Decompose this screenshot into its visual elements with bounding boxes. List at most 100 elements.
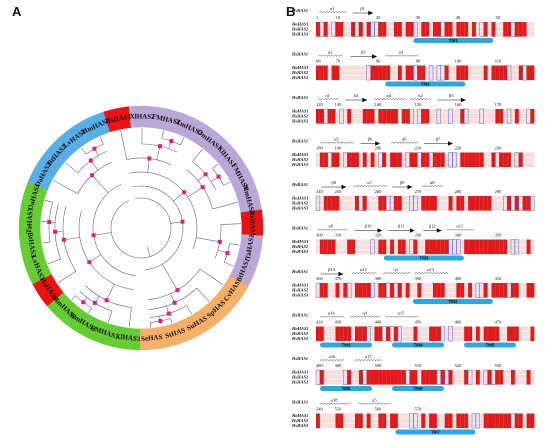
tm-label: TM4 xyxy=(414,343,423,348)
conserved-column xyxy=(507,413,511,429)
tree-branch xyxy=(44,199,53,203)
ss-label: α15 xyxy=(398,311,406,316)
tree-branch xyxy=(132,185,184,271)
conserved-column xyxy=(456,65,461,81)
conserved-column xyxy=(319,370,324,385)
tree-branch xyxy=(63,237,80,241)
conserved-column xyxy=(483,413,488,429)
conserved-column xyxy=(503,152,508,168)
tree-branch xyxy=(223,181,230,186)
ss-label: α12 xyxy=(360,267,367,272)
conserved-column xyxy=(366,283,371,298)
sequence-row xyxy=(316,331,535,337)
conserved-column xyxy=(421,413,426,429)
conserved-column xyxy=(343,326,348,342)
sequence-label: HsHAS2 xyxy=(291,201,309,206)
conserved-column xyxy=(401,239,406,255)
position-number: 60 xyxy=(316,59,321,64)
reference-label: HsHAS1 xyxy=(291,356,308,361)
tm-bar xyxy=(392,342,444,348)
position-number: 270 xyxy=(415,189,423,194)
sequence-row xyxy=(316,283,535,288)
ss-label: α8 xyxy=(430,180,435,185)
sequence-row xyxy=(316,65,535,71)
sequence-label: HaHAS1 xyxy=(291,65,309,70)
bootstrap-node xyxy=(158,318,163,323)
conserved-column xyxy=(335,413,340,429)
tm-bar xyxy=(395,429,476,435)
tree-branch xyxy=(186,305,192,315)
similar-column xyxy=(397,326,403,342)
bootstrap-node xyxy=(217,239,222,244)
position-number: 550 xyxy=(335,407,343,412)
leaf-label: HsHAS1 xyxy=(248,210,257,237)
position-number: 190 xyxy=(335,146,343,151)
conserved-column xyxy=(425,109,430,124)
similar-column xyxy=(315,195,321,211)
reference-label: HsHAS1 xyxy=(291,95,308,100)
conserved-column xyxy=(394,413,398,429)
conserved-column xyxy=(378,370,383,385)
conserved-column xyxy=(433,413,437,429)
conserved-column xyxy=(358,22,363,37)
conserved-column xyxy=(475,152,480,168)
beta-strand xyxy=(321,184,347,190)
conserved-column xyxy=(327,239,332,255)
bootstrap-node xyxy=(182,190,187,195)
ss-label: α18 xyxy=(331,398,339,403)
conserved-column xyxy=(460,22,465,37)
tree-branch xyxy=(93,232,112,236)
conserved-column xyxy=(440,239,445,255)
alignment-block: HsHAS1 α18 η5 540 550 560 570 HaHAS1HsHAS2HsHAS… xyxy=(291,398,535,435)
conserved-column xyxy=(499,239,504,255)
tree-branch xyxy=(156,146,161,160)
sequence-label: HsHAS2 xyxy=(291,288,309,293)
tree-branch xyxy=(92,183,136,276)
conserved-column xyxy=(382,283,387,298)
conserved-column xyxy=(499,283,504,298)
ss-label: α17 xyxy=(365,354,373,359)
conserved-column xyxy=(405,65,410,81)
bootstrap-node xyxy=(87,260,92,265)
similar-column xyxy=(502,195,508,211)
tm-label: TM5 xyxy=(342,386,351,391)
conserved-column xyxy=(421,152,426,168)
similar-column xyxy=(467,369,473,385)
conserved-column xyxy=(518,22,523,37)
reference-label: HsHAS1 xyxy=(291,400,308,405)
conserved-column xyxy=(335,326,340,342)
alpha-helix xyxy=(421,185,444,188)
position-number: 200 xyxy=(375,146,383,151)
conserved-column xyxy=(331,109,336,124)
position-number: 160 xyxy=(455,102,463,107)
alignment-block: HsHAS1 β13 α12 η3 α13 360 370 380 390 400 410 HaHAS… xyxy=(291,267,535,304)
similar-column xyxy=(530,195,535,211)
ss-label: β6 xyxy=(368,137,373,142)
conserved-column xyxy=(316,22,320,37)
ss-label: β7 xyxy=(436,137,441,142)
conserved-column xyxy=(433,239,437,255)
sequence-label: HaHAS1 xyxy=(291,283,309,288)
conserved-column xyxy=(491,65,496,81)
alpha-helix xyxy=(318,54,343,58)
bootstrap-node xyxy=(180,219,185,224)
tree-branch xyxy=(147,158,150,173)
beta-strand xyxy=(360,141,381,146)
bootstrap-node xyxy=(61,237,66,242)
tm-label: TM5 xyxy=(486,343,495,348)
conserved-column xyxy=(472,22,476,37)
conserved-column xyxy=(460,283,465,298)
position-number: 40 xyxy=(456,15,461,20)
similar-column xyxy=(358,195,364,211)
sequence-label: HsHAS3 xyxy=(291,119,309,124)
conserved-column xyxy=(479,152,484,168)
conserved-column xyxy=(464,65,469,81)
beta-strand xyxy=(344,97,368,103)
conserved-column xyxy=(319,65,324,81)
conserved-column xyxy=(526,283,531,298)
conserved-column xyxy=(382,370,387,385)
sequence-row xyxy=(316,293,535,298)
conserved-column xyxy=(487,239,492,255)
ss-label: β1 xyxy=(360,6,365,11)
conserved-column xyxy=(366,22,371,37)
